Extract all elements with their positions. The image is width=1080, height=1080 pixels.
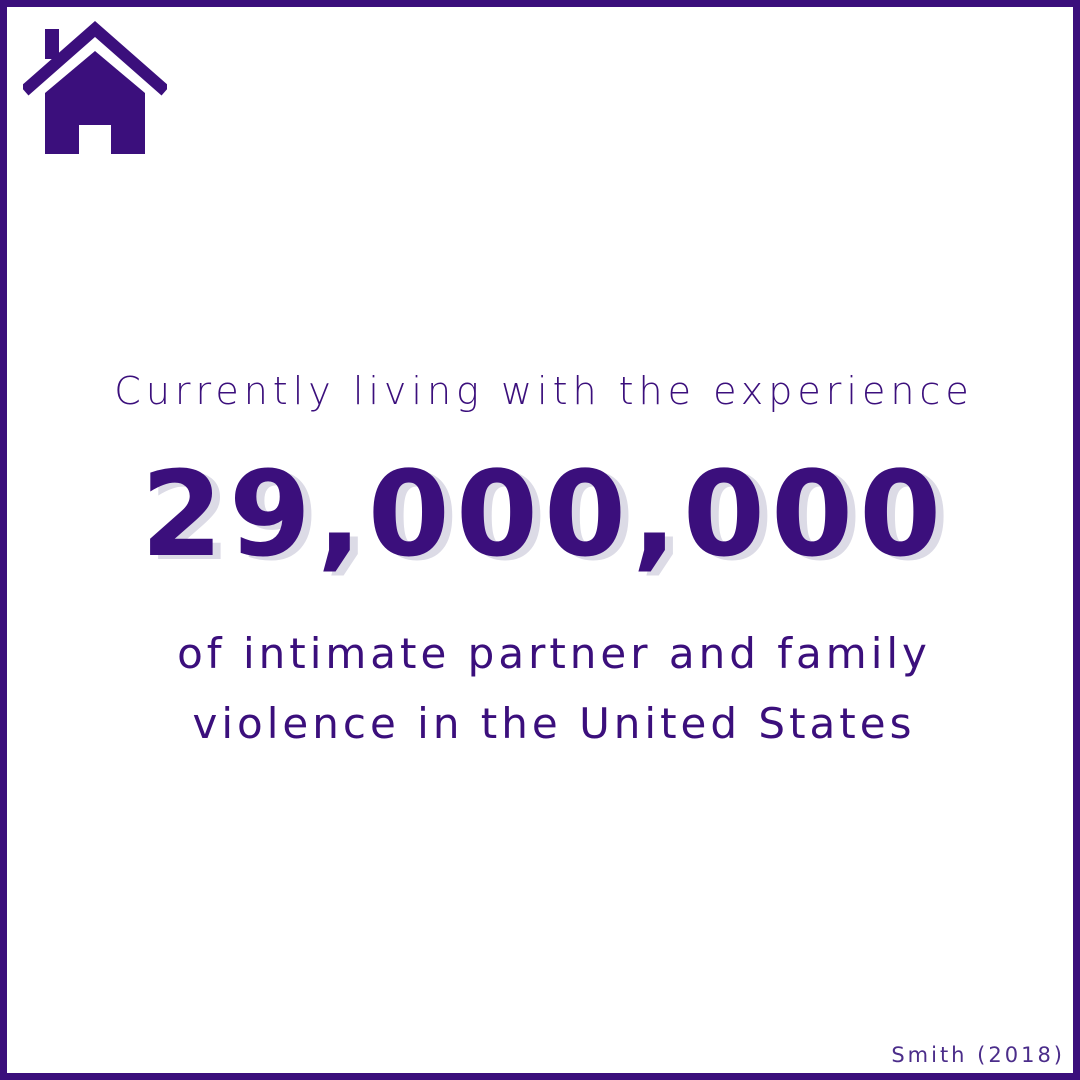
description-line-1: of intimate partner and family xyxy=(177,629,931,678)
description-text: of intimate partner and family violence … xyxy=(7,619,1073,759)
intro-text: Currently living with the experience xyxy=(114,369,974,413)
statistic-number: 29,000,000 xyxy=(140,445,948,583)
description-line-2: violence in the United States xyxy=(192,699,916,748)
citation: Smith (2018) xyxy=(891,1043,1065,1067)
home-icon xyxy=(23,21,167,157)
